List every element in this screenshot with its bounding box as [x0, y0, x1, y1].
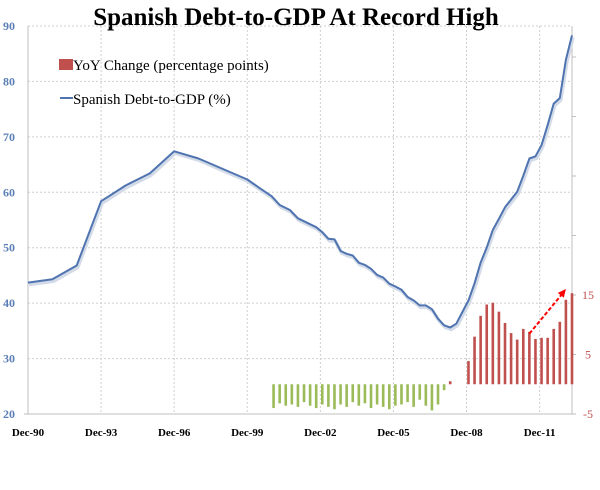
yoy-bar — [290, 384, 294, 405]
yoy-bar — [333, 384, 336, 410]
yoy-bar — [296, 384, 300, 407]
left-tick-label: 90 — [3, 19, 15, 33]
yoy-bar — [278, 384, 281, 404]
left-tick-label: 50 — [3, 241, 15, 255]
yoy-bar — [284, 384, 288, 406]
yoy-bar — [351, 384, 355, 403]
x-tick-label: Dec-05 — [377, 427, 410, 439]
yoy-bar — [534, 339, 537, 385]
annotations — [528, 289, 566, 335]
left-tick-label: 40 — [3, 296, 15, 310]
yoy-bar — [509, 333, 513, 385]
yoy-bar — [320, 384, 324, 405]
right-tick-label: -5 — [583, 407, 593, 421]
yoy-bar — [448, 381, 452, 385]
yoy-bar — [497, 311, 501, 385]
right-tick-label: 5 — [585, 348, 591, 362]
yoy-bar — [485, 304, 489, 385]
yoy-bar — [302, 384, 306, 403]
yoy-bar — [418, 384, 422, 400]
legend-label-line: Spanish Debt-to-GDP (%) — [73, 92, 231, 108]
yoy-bar — [369, 384, 373, 409]
yoy-bar — [400, 384, 403, 405]
yoy-bar — [436, 384, 440, 405]
x-tick-label: Dec-99 — [231, 427, 264, 439]
yoy-bar — [491, 302, 495, 385]
yoy-bar — [345, 384, 348, 407]
yoy-bar — [412, 384, 415, 407]
yoy-bar — [357, 384, 361, 406]
yoy-bar — [467, 361, 470, 385]
yoy-bars — [272, 293, 574, 411]
yoy-bar — [540, 337, 543, 385]
yoy-bar — [381, 384, 385, 407]
debt-line-shadow — [28, 36, 575, 332]
trend-arrow-head — [557, 289, 566, 298]
yoy-bar — [327, 384, 330, 407]
yoy-bar — [387, 384, 391, 410]
yoy-bar — [479, 315, 482, 385]
yoy-bar — [546, 337, 549, 385]
x-tick-label: Dec-93 — [85, 427, 118, 439]
yoy-bar — [314, 384, 318, 409]
left-tick-label: 60 — [3, 185, 15, 199]
yoy-bar — [515, 339, 519, 385]
yoy-bar — [552, 328, 556, 385]
debt-line-path — [27, 35, 573, 329]
yoy-bar — [473, 336, 476, 385]
yoy-bar — [442, 384, 446, 391]
yoy-bar — [375, 384, 379, 405]
left-tick-label: 30 — [3, 352, 15, 366]
chart-title: Spanish Debt-to-GDP At Record High — [93, 4, 499, 31]
x-tick-label: Dec-08 — [450, 427, 483, 439]
left-tick-label: 20 — [3, 407, 15, 421]
axes: 20 30 40 50 60 70 80 90 Dec-90 Dec-93 Dec-96 Dec-99… — [3, 19, 594, 439]
gridlines — [28, 25, 572, 414]
left-tick-label: 80 — [3, 74, 15, 88]
yoy-bar — [430, 384, 434, 411]
yoy-bar — [363, 384, 367, 404]
legend-label-bar: YoY Change (percentage points) — [73, 58, 269, 74]
legend: YoY Change (percentage points) Spanish D… — [59, 58, 269, 108]
yoy-bar — [570, 293, 574, 385]
legend-swatch-bar — [59, 59, 73, 70]
yoy-bar — [528, 331, 531, 385]
yoy-bar — [521, 328, 525, 385]
yoy-bar — [394, 384, 397, 406]
x-tick-label: Dec-96 — [158, 427, 191, 439]
left-tick-label: 70 — [3, 130, 15, 144]
x-tick-label: Dec-02 — [304, 427, 337, 439]
right-tick-label: 15 — [582, 288, 594, 302]
trend-arrow-shaft — [528, 292, 564, 335]
yoy-bar — [558, 321, 562, 385]
yoy-bar — [272, 384, 275, 409]
x-tick-label: Dec-90 — [12, 427, 45, 439]
yoy-bar — [339, 384, 342, 405]
yoy-bar — [406, 384, 409, 403]
yoy-bar — [308, 384, 312, 406]
x-tick-label: Dec-11 — [524, 427, 556, 439]
yoy-bar — [564, 299, 568, 385]
debt-line — [27, 35, 575, 332]
yoy-bar — [424, 384, 428, 406]
yoy-bar — [503, 322, 507, 385]
